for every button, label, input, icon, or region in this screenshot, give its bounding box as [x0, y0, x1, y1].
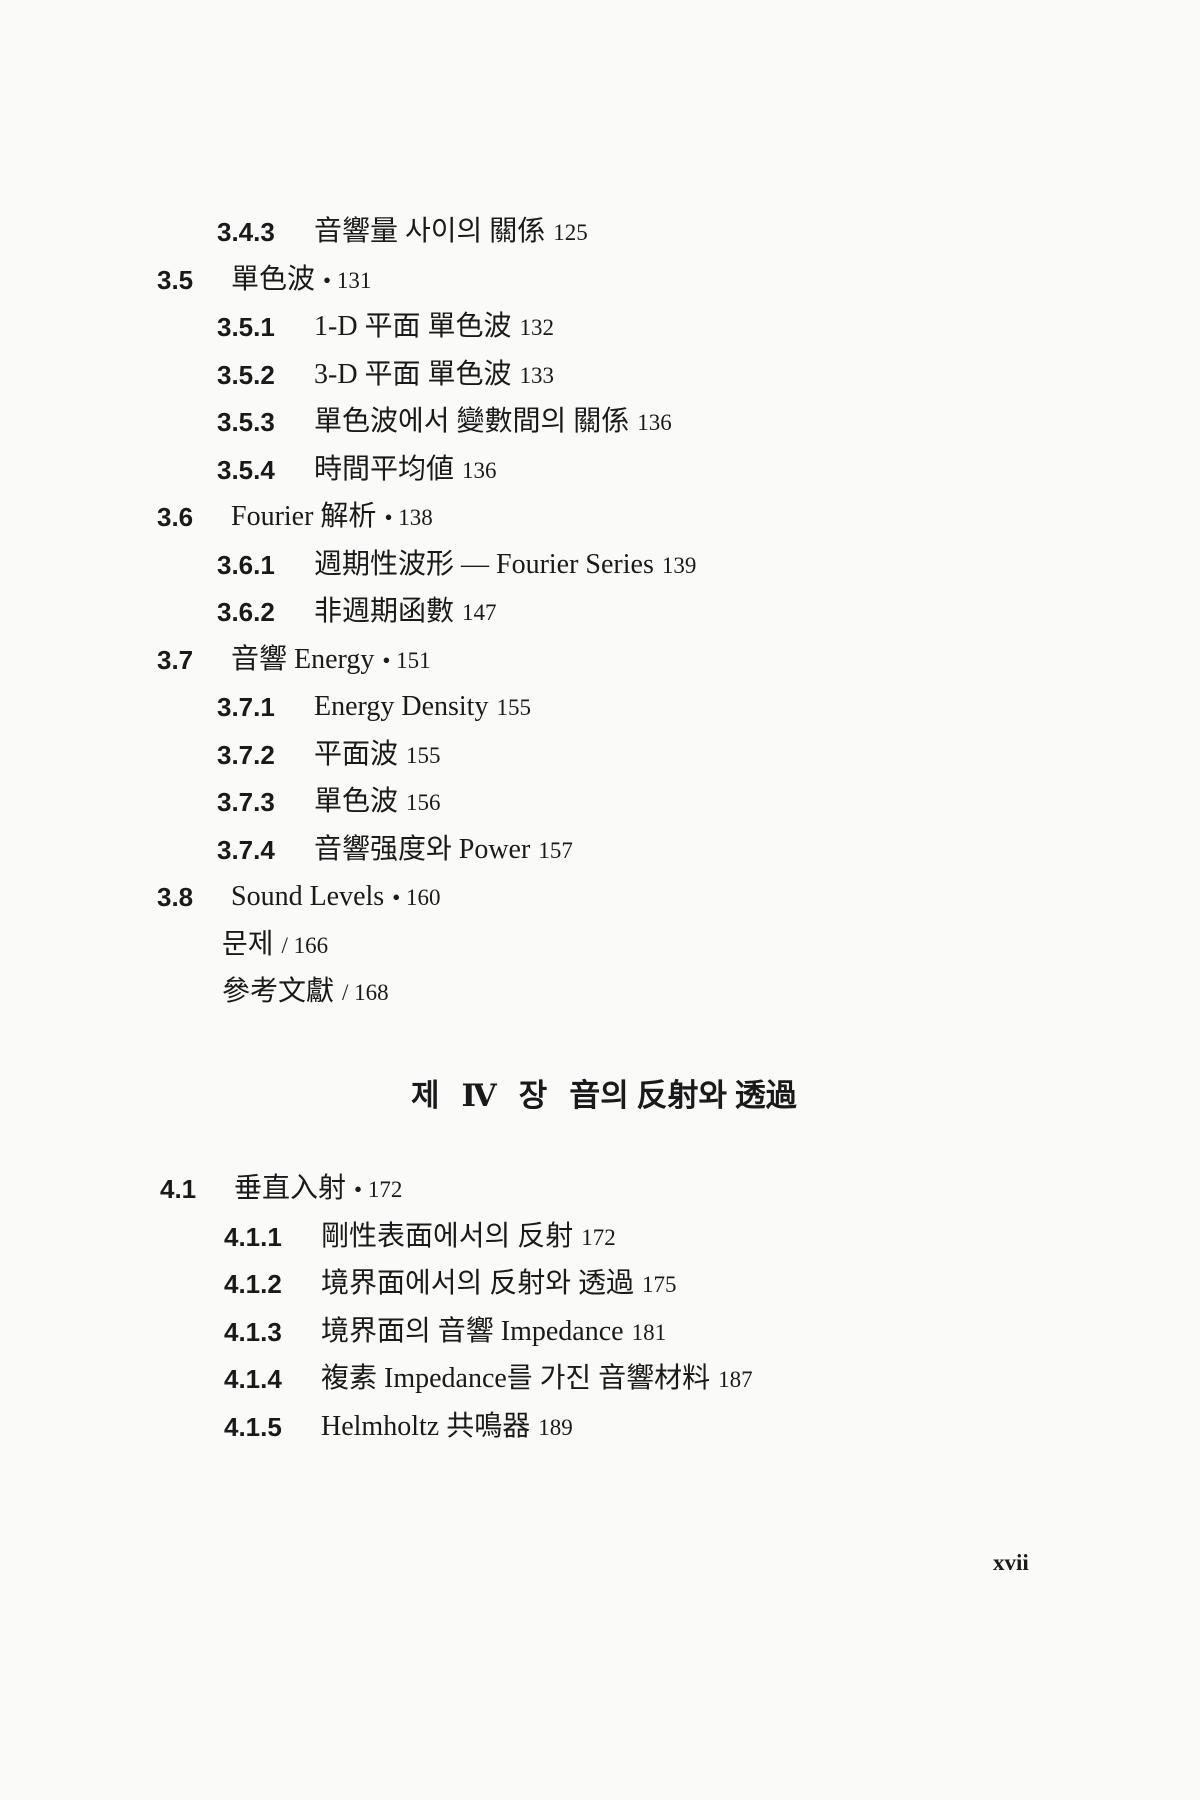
toc-entry-title-text: Sound Levels	[231, 881, 385, 912]
toc-entry-page: • 151	[382, 647, 431, 673]
toc-entry-title: 境界面에서의 反射와 透過 175	[321, 1264, 677, 1305]
toc-entry-number: 4.1	[160, 1174, 197, 1204]
toc-entry-title-text: Energy Density	[314, 691, 489, 722]
toc-entry-page: 157	[538, 837, 573, 863]
toc-entry-title: 非週期函數 147	[314, 592, 497, 633]
chapter-suffix: 장	[518, 1078, 548, 1113]
toc-entry-page: 156	[406, 790, 441, 815]
toc-entry-title-text: 單色波	[314, 786, 399, 817]
toc-entry-title: Helmholtz 共鳴器 189	[321, 1407, 573, 1448]
toc-entry-page: 189	[538, 1414, 573, 1440]
toc-entry-title-text: 單色波	[231, 263, 316, 295]
chapter-prefix: 제	[411, 1078, 440, 1113]
toc-entry-title-text: 剛性表面에서의 反射	[321, 1220, 574, 1252]
toc-entry-page: 181	[631, 1319, 667, 1345]
toc-entry-page: 187	[718, 1367, 753, 1392]
toc-entry-page: 136	[462, 457, 497, 483]
toc-entry-title: 音響强度와 Power 157	[314, 830, 573, 871]
toc-entry-number: 3.6	[157, 502, 194, 532]
toc-entry-number: 4.1.3	[224, 1316, 282, 1347]
toc-entry-title-text: 音響 Energy	[231, 643, 375, 675]
toc-entry-title: 音響量 사이의 關係 125	[314, 212, 588, 253]
toc-entry-page: 175	[642, 1272, 677, 1297]
page-number: xvii	[993, 1550, 1029, 1575]
toc-entry-title: 時間平均値 136	[314, 450, 497, 491]
chapter-numeral: Ⅳ	[461, 1078, 497, 1113]
toc-entry-number: 3.7.2	[217, 739, 275, 770]
toc-entry-title: 문제 / 166	[222, 925, 328, 966]
toc-entry-title: Fourier 解析 • 138	[231, 497, 433, 538]
toc-entry-number: 3.7.4	[217, 834, 275, 865]
toc-entry-page: 132	[519, 315, 555, 340]
toc-entry-title-text: 週期性波形 — Fourier Series	[314, 548, 654, 580]
toc-entry-number: 4.1.5	[224, 1411, 282, 1442]
toc-entry-title: 境界面의 音響 Impedance 181	[321, 1312, 666, 1353]
toc-entry-number: 3.5.3	[217, 407, 275, 437]
toc-entry-title: 音響 Energy • 151	[231, 640, 431, 681]
toc-entry-page: • 138	[384, 505, 433, 530]
toc-entry-title: 複素 Impedance를 가진 音響材料 187	[321, 1359, 753, 1400]
toc-entry-number: 3.5.1	[217, 312, 275, 342]
toc-entry-title: 週期性波形 — Fourier Series 139	[314, 545, 696, 586]
toc-entry-page: 125	[553, 220, 588, 245]
toc-entry-title: 單色波에서 變數間의 關係 136	[314, 402, 672, 443]
toc-entry-number: 3.7.1	[217, 692, 275, 722]
toc-entry-page: 172	[581, 1224, 616, 1250]
toc-entry-title: Sound Levels • 160	[231, 877, 441, 918]
toc-entry-title-text: 非週期函數	[314, 596, 455, 627]
toc-entry-number: 3.5	[157, 264, 194, 295]
toc-entry-title-text: 境界面의 音響 Impedance	[321, 1315, 624, 1347]
toc-entry-title: 1-D 平面 單色波 132	[314, 307, 554, 348]
toc-entry-page: 147	[462, 600, 497, 625]
toc-entry-page: 155	[496, 695, 531, 720]
toc-entry-title: 參考文獻 / 168	[222, 972, 389, 1013]
toc-entry-page: / 166	[281, 932, 329, 958]
toc-entry-number: 3.5.2	[217, 359, 275, 390]
toc-entry-number: 4.1.1	[224, 1221, 282, 1252]
toc-entry-title: 單色波 • 131	[231, 260, 371, 301]
toc-entry-page: 136	[637, 410, 672, 435]
toc-entry-number: 4.1.4	[224, 1364, 282, 1394]
toc-entry-title-text: 單色波에서 變數間의 關係	[314, 406, 630, 437]
toc-entry-title-text: 垂直入射	[234, 1173, 347, 1204]
chapter-heading: 제 Ⅳ 장 音의 反射와 透過	[411, 1070, 819, 1115]
toc-entry-title: 平面波 155	[314, 735, 441, 776]
toc-entry-page: • 131	[323, 267, 372, 293]
toc-entry-title: 剛性表面에서의 反射 172	[321, 1217, 616, 1258]
toc-entry-page: / 168	[342, 980, 389, 1005]
toc-entry-number: 4.1.2	[224, 1269, 282, 1299]
toc-entry-title-text: 複素 Impedance를 가진 音響材料	[321, 1363, 711, 1394]
toc-entry-number: 3.7.3	[217, 787, 275, 817]
toc-entry-page: • 172	[354, 1177, 403, 1202]
toc-entry-number: 3.7	[157, 644, 194, 675]
toc-entry-page: 155	[406, 742, 441, 768]
toc-entry-page: • 160	[392, 885, 441, 910]
toc-entry-title: 垂直入射 • 172	[234, 1169, 402, 1210]
toc-entry-title-text: 境界面에서의 反射와 透過	[321, 1268, 635, 1299]
toc-entry-title-text: 1-D 平面 單色波	[314, 311, 512, 342]
toc-entry-title-text: 音響量 사이의 關係	[314, 216, 546, 247]
chapter-title: 音의 反射와 透過	[569, 1078, 797, 1113]
toc-entry-title: 單色波 156	[314, 782, 441, 823]
toc-entry-title-text: 音響强度와 Power	[314, 833, 531, 865]
toc-entry-title: Energy Density 155	[314, 687, 531, 728]
toc-entry-title-text: 3-D 平面 單色波	[314, 358, 512, 390]
toc-entry-number: 3.4.3	[217, 217, 275, 247]
toc-entry-title-text: 平面波	[314, 738, 399, 770]
toc-entry-title-text: 參考文獻	[222, 976, 335, 1007]
toc-entry-title-text: 문제	[222, 928, 274, 960]
toc-entry-number: 3.6.1	[217, 549, 275, 580]
toc-entry-page: 139	[661, 552, 697, 578]
toc-entry-number: 3.6.2	[217, 597, 275, 627]
toc-entry-number: 3.5.4	[217, 454, 275, 485]
toc-entry-title: 3-D 平面 單色波 133	[314, 355, 554, 396]
toc-entry-title-text: 時間平均値	[314, 453, 455, 485]
toc-entry-title-text: Fourier 解析	[231, 501, 377, 532]
toc-entry-page: 133	[519, 362, 555, 388]
toc-entry-number: 3.8	[157, 882, 194, 912]
toc-entry-title-text: Helmholtz 共鳴器	[321, 1410, 531, 1442]
